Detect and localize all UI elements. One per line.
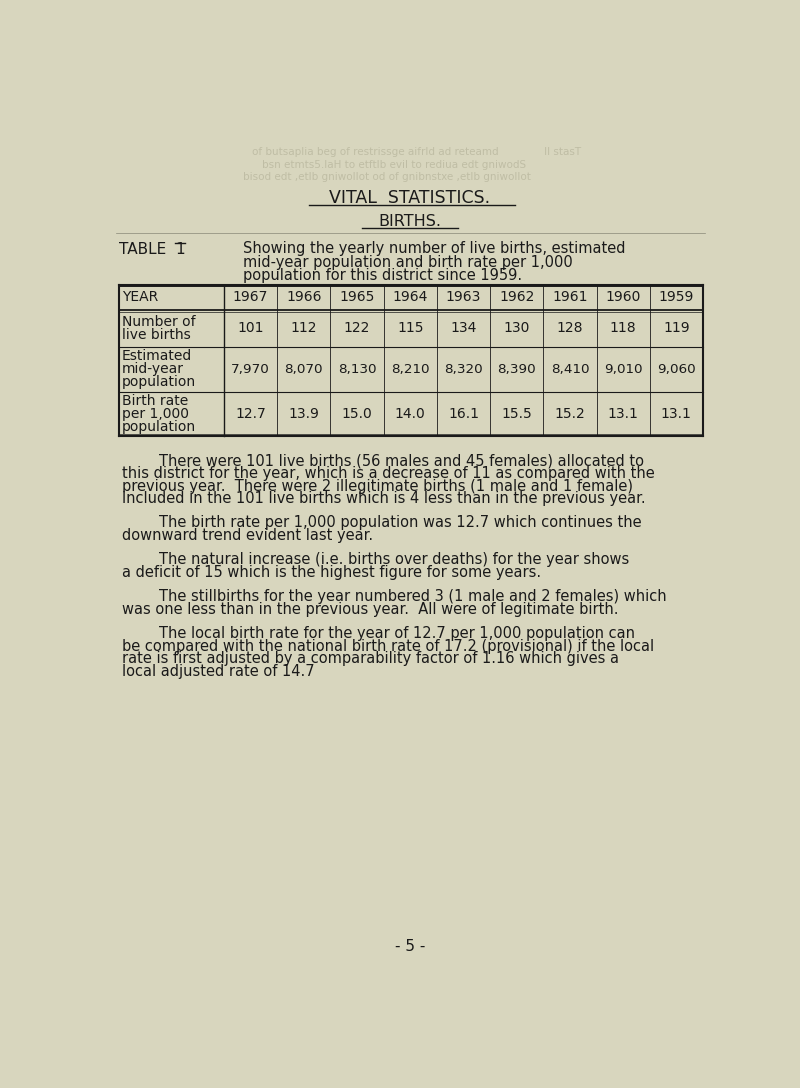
Text: There were 101 live births (56 males and 45 females) allocated to: There were 101 live births (56 males and…	[122, 454, 644, 468]
Text: 1967: 1967	[233, 290, 268, 305]
Text: Showing the yearly number of live births, estimated: Showing the yearly number of live births…	[243, 240, 626, 256]
Text: - 5 -: - 5 -	[395, 939, 425, 954]
Text: Estimated: Estimated	[122, 349, 192, 363]
Text: 8,070: 8,070	[285, 362, 323, 375]
Text: per 1,000: per 1,000	[122, 407, 189, 421]
Text: Birth rate: Birth rate	[122, 394, 188, 408]
Text: 16.1: 16.1	[448, 407, 479, 421]
Text: The natural increase (i.e. births over deaths) for the year shows: The natural increase (i.e. births over d…	[122, 553, 629, 567]
Text: 112: 112	[290, 321, 317, 335]
Text: this district for the year, which is a decrease of 11 as compared with the: this district for the year, which is a d…	[122, 466, 654, 481]
Text: 13.1: 13.1	[608, 407, 638, 421]
Text: 1963: 1963	[446, 290, 481, 305]
Text: BIRTHS.: BIRTHS.	[378, 214, 442, 228]
Text: 1: 1	[175, 243, 185, 258]
Text: be compared with the national birth rate of 17.2 (provisional) if the local: be compared with the national birth rate…	[122, 639, 654, 654]
Text: Number of: Number of	[122, 314, 195, 329]
Text: 130: 130	[503, 321, 530, 335]
Text: 118: 118	[610, 321, 637, 335]
Text: mid-year population and birth rate per 1,000: mid-year population and birth rate per 1…	[243, 255, 573, 270]
Text: 1964: 1964	[393, 290, 428, 305]
Text: 1960: 1960	[606, 290, 641, 305]
Text: 15.5: 15.5	[502, 407, 532, 421]
Text: included in the 101 live births which is 4 less than in the previous year.: included in the 101 live births which is…	[122, 492, 646, 506]
Text: 1962: 1962	[499, 290, 534, 305]
Text: 8,390: 8,390	[498, 362, 536, 375]
Text: The local birth rate for the year of 12.7 per 1,000 population can: The local birth rate for the year of 12.…	[122, 626, 634, 641]
Text: 1965: 1965	[339, 290, 374, 305]
Text: a deficit of 15 which is the highest figure for some years.: a deficit of 15 which is the highest fig…	[122, 565, 541, 580]
Text: population: population	[122, 420, 196, 434]
Text: YEAR: YEAR	[122, 290, 158, 305]
Text: 1959: 1959	[658, 290, 694, 305]
Text: bisod edt ,etlb gniwollot od of gnibnstxe ,etlb gniwollot: bisod edt ,etlb gniwollot od of gnibnstx…	[243, 172, 530, 182]
Text: The birth rate per 1,000 population was 12.7 which continues the: The birth rate per 1,000 population was …	[122, 516, 642, 531]
Text: 15.2: 15.2	[554, 407, 586, 421]
Text: 8,410: 8,410	[550, 362, 589, 375]
Text: 1966: 1966	[286, 290, 322, 305]
Text: The stillbirths for the year numbered 3 (1 male and 2 females) which: The stillbirths for the year numbered 3 …	[122, 589, 666, 604]
Text: 8,130: 8,130	[338, 362, 376, 375]
Text: was one less than in the previous year.  All were of legitimate birth.: was one less than in the previous year. …	[122, 602, 618, 617]
Text: 13.9: 13.9	[288, 407, 319, 421]
Text: local adjusted rate of 14.7: local adjusted rate of 14.7	[122, 664, 314, 679]
Text: downward trend evident last year.: downward trend evident last year.	[122, 528, 373, 543]
Text: VITAL  STATISTICS.: VITAL STATISTICS.	[330, 189, 490, 208]
Text: 13.1: 13.1	[661, 407, 692, 421]
Text: 9,010: 9,010	[604, 362, 642, 375]
Text: bsn etmts5.laH to etftlb evil to rediua edt gniwodS: bsn etmts5.laH to etftlb evil to rediua …	[262, 160, 526, 170]
Text: previous year.  There were 2 illegitimate births (1 male and 1 female): previous year. There were 2 illegitimate…	[122, 479, 633, 494]
Text: 8,320: 8,320	[444, 362, 482, 375]
Text: of butsaplia beg of restrissge aifrld ad reteamd              II stasT: of butsaplia beg of restrissge aifrld ad…	[239, 147, 581, 157]
Text: 128: 128	[557, 321, 583, 335]
Text: 12.7: 12.7	[235, 407, 266, 421]
Text: population: population	[122, 375, 196, 390]
Text: 134: 134	[450, 321, 477, 335]
Text: 8,210: 8,210	[391, 362, 430, 375]
Text: 7,970: 7,970	[231, 362, 270, 375]
Text: 9,060: 9,060	[657, 362, 696, 375]
Text: rate is first adjusted by a comparability factor of 1.16 which gives a: rate is first adjusted by a comparabilit…	[122, 652, 618, 666]
Text: 119: 119	[663, 321, 690, 335]
Text: TABLE: TABLE	[119, 243, 171, 258]
Text: 122: 122	[344, 321, 370, 335]
Text: population for this district since 1959.: population for this district since 1959.	[243, 269, 522, 283]
Text: 15.0: 15.0	[342, 407, 373, 421]
Text: mid-year: mid-year	[122, 362, 184, 376]
Text: 115: 115	[397, 321, 423, 335]
Text: 101: 101	[238, 321, 264, 335]
Text: 1961: 1961	[552, 290, 588, 305]
Text: live births: live births	[122, 329, 190, 343]
Text: 14.0: 14.0	[395, 407, 426, 421]
